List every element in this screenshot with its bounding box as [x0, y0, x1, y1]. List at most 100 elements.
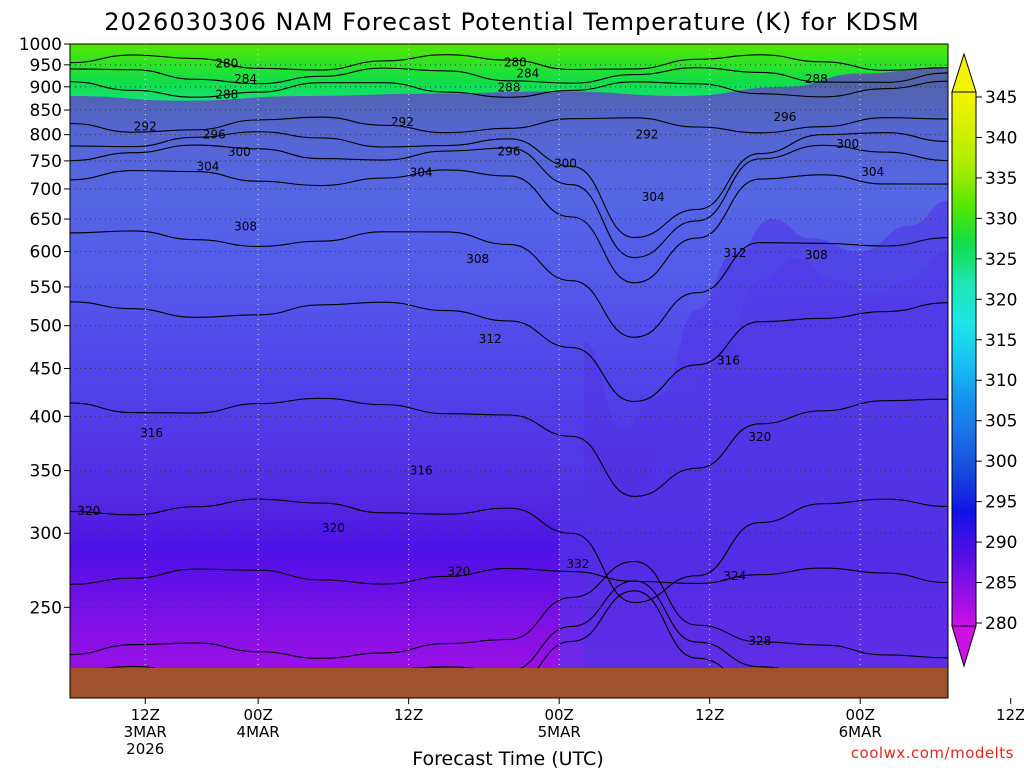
contour-label: 308	[466, 252, 489, 266]
y-tick-label: 850	[30, 101, 62, 121]
contour-label: 296	[498, 144, 521, 158]
contour-288	[70, 80, 948, 98]
contour-label: 320	[77, 504, 100, 518]
contour-300	[70, 144, 948, 259]
contour-label: 316	[717, 353, 740, 367]
contour-324	[70, 567, 948, 585]
colorbar-min-arrow	[951, 625, 977, 668]
x-tick-label: 00Z	[846, 706, 875, 724]
contour-label: 280	[215, 57, 238, 71]
colorbar-label: 285	[985, 574, 1017, 594]
y-tick-label: 250	[30, 598, 62, 618]
x-tick-label: 12Z	[996, 706, 1024, 724]
contour-296	[70, 131, 948, 239]
cold-layer-band	[70, 66, 948, 698]
contour-label: 284	[516, 66, 539, 80]
contour-284	[70, 67, 948, 85]
x-tick-label: 12Z	[394, 706, 423, 724]
contour-label: 292	[636, 128, 659, 142]
colorbar-label: 335	[985, 169, 1017, 189]
colorbar-label: 340	[985, 128, 1017, 148]
contour-320	[70, 498, 948, 604]
y-tick-label: 750	[30, 152, 62, 172]
contour-label: 324	[723, 569, 746, 583]
y-tick-label: 700	[30, 180, 62, 200]
colorbar-ticks: 345 340 335 330 325 320 315 310 305 300 295 290 285 2…	[976, 88, 1017, 634]
x-axis-label: Forecast Time (UTC)	[412, 748, 603, 768]
y-tick-label: 400	[30, 407, 62, 427]
contour-label: 288	[498, 81, 521, 95]
x-tick-label: 12Z	[131, 706, 160, 724]
colorbar-label: 315	[985, 331, 1017, 351]
colorbar-label: 310	[985, 371, 1017, 391]
contour-328	[70, 560, 948, 659]
ground-surface	[70, 668, 948, 698]
y-tick-label: 950	[30, 56, 62, 76]
x-tick-label: 12Z	[695, 706, 724, 724]
contour-label: 300	[836, 137, 859, 151]
plot-frame	[69, 43, 949, 699]
chart-title: 2026030306 NAM Forecast Potential Temper…	[104, 8, 920, 36]
contour-label: 304	[642, 190, 665, 204]
contour-label: 284	[234, 72, 257, 86]
colorbar-label: 325	[985, 250, 1017, 270]
contour-label: 332	[567, 557, 590, 571]
contour-label: 316	[410, 464, 433, 478]
x-tick-label: 6MAR	[839, 723, 882, 741]
colorbar: 345 340 335 330 325 320 315 310 305 300 295 290 285 2…	[951, 52, 1017, 668]
contour-label: 328	[748, 634, 771, 648]
contour-304	[70, 169, 948, 284]
y-tick-label: 1000	[19, 35, 62, 55]
y-tick-label: 300	[30, 524, 62, 544]
contour-label: 296	[203, 128, 226, 142]
y-tick-label: 600	[30, 243, 62, 263]
contour-label: 320	[447, 565, 470, 579]
contour-316	[70, 397, 948, 497]
colorbar-label: 320	[985, 290, 1017, 310]
y-tick-label: 900	[30, 78, 62, 98]
contour-label: 308	[234, 220, 257, 234]
y-tick-label: 450	[30, 359, 62, 379]
y-tick-label: 350	[30, 462, 62, 482]
y-tick-label: 800	[30, 126, 62, 146]
colorbar-label: 295	[985, 493, 1017, 513]
x-tick-label: 5MAR	[538, 723, 581, 741]
x-tick-label: 2026	[126, 740, 164, 758]
colorbar-body	[951, 91, 977, 627]
colorbar-label: 280	[985, 614, 1017, 634]
contour-label: 292	[134, 120, 157, 134]
contour-292	[70, 116, 948, 134]
y-tick-label: 650	[30, 210, 62, 230]
contour-label: 296	[773, 110, 796, 124]
contour-312	[70, 301, 948, 403]
colorbar-label: 300	[985, 452, 1017, 472]
contour-label: 316	[140, 426, 163, 440]
contour-label: 300	[228, 145, 251, 159]
contour-label: 312	[723, 246, 746, 260]
contour-label: 320	[322, 521, 345, 535]
contour-label: 300	[554, 157, 577, 171]
y-axis: 250 300 350 400 450 500 550 600 650 700 750 800 850 9…	[19, 35, 70, 618]
contour-308	[70, 230, 948, 338]
color-bands	[70, 66, 948, 698]
colorbar-max-arrow	[951, 52, 977, 93]
y-tick-label: 550	[30, 278, 62, 298]
grid	[70, 44, 948, 698]
contour-label: 288	[805, 72, 828, 86]
colorbar-label: 330	[985, 209, 1017, 229]
contour-label: 288	[215, 88, 238, 102]
contour-label: 308	[805, 248, 828, 262]
watermark: coolwx.com/modelts	[851, 744, 1014, 762]
plot-area: 3363323283203323363323283243203203163163…	[70, 44, 948, 698]
x-tick-label: 3MAR	[124, 723, 167, 741]
contour-label: 320	[748, 430, 771, 444]
x-tick-label: 4MAR	[237, 723, 280, 741]
x-tick-label: 00Z	[243, 706, 272, 724]
contour-label: 304	[861, 165, 884, 179]
colorbar-label: 345	[985, 88, 1017, 108]
contour-280	[70, 54, 948, 71]
contour-label: 304	[410, 165, 433, 179]
contour-label: 304	[197, 159, 220, 173]
